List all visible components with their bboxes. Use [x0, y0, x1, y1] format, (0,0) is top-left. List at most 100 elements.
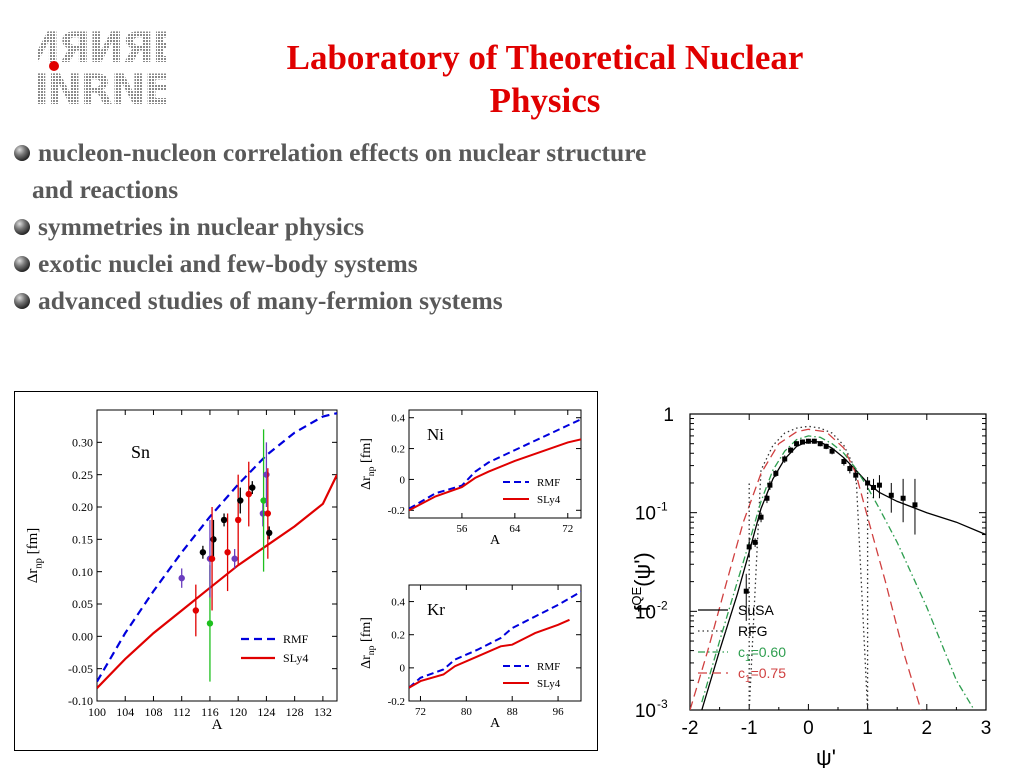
y-tick-label: 0.10: [72, 565, 93, 579]
data-point: [853, 472, 859, 478]
data-point: [823, 443, 829, 449]
legend-label: SLy4: [537, 494, 561, 506]
bullet-sphere-icon: [14, 256, 30, 272]
plot-frame: [408, 584, 582, 702]
bullet-sphere-icon: [14, 145, 30, 161]
axis-label-y: Δrnp [fm]: [25, 528, 45, 584]
plot-frame: [408, 409, 582, 519]
page-title: Laboratory of Theoretical Nuclear Physic…: [170, 36, 920, 122]
x-tick-label: 100: [88, 705, 106, 719]
data-point: [746, 544, 752, 550]
y-tick-label: 0.00: [72, 630, 93, 644]
title-line-2: Physics: [489, 81, 601, 120]
legend-label: RFG: [738, 623, 768, 639]
x-tick-label: 56: [456, 523, 468, 535]
data-point: [782, 456, 788, 462]
topic-list: nucleon-nucleon correlation effects on n…: [14, 134, 894, 319]
y-tick-label: 10: [635, 504, 656, 525]
series-line-sly4: [97, 474, 337, 689]
data-point: [799, 439, 805, 445]
x-tick-label: 72: [415, 706, 426, 718]
legend-label: RMF: [537, 661, 560, 673]
y-tick-label: 1: [663, 405, 674, 426]
inrne-logo-graphic: ИЯИЯЕ INRNE: [25, 23, 181, 114]
y-tick-label: 0.30: [72, 436, 93, 450]
neutron-skin-figure: 100 104 108 112 116 120 124 128 132 -0.10 -0.05 0.0…: [14, 391, 598, 751]
data-point: [249, 484, 256, 491]
panel-label: Kr: [427, 600, 445, 619]
data-point: [263, 471, 270, 478]
list-item-text-continued: and reactions: [32, 175, 179, 204]
x-tick-label: 128: [286, 705, 304, 719]
y-tick-label: 0: [400, 474, 406, 486]
data-point: [876, 482, 882, 488]
data-point: [210, 536, 217, 543]
data-point: [224, 549, 231, 556]
y-tick-exponent: -1: [657, 500, 668, 514]
x-tick-label: -2: [682, 718, 699, 739]
data-point: [865, 480, 871, 486]
legend-label: SuSA: [738, 602, 774, 618]
axis-label-y: fQE(ψ'): [629, 552, 655, 611]
y-tick-label: 10: [635, 701, 656, 722]
series-line-rmf: [409, 590, 581, 689]
data-point: [245, 490, 252, 498]
x-tick-label: 0: [803, 718, 814, 739]
data-point: [206, 620, 214, 627]
data-point: [871, 484, 877, 490]
list-item: exotic nuclei and few-body systems: [14, 245, 894, 282]
x-tick-label: 1: [862, 718, 873, 739]
series-line-sly4: [409, 438, 581, 512]
legend-label: SLy4: [537, 678, 561, 690]
x-tick-label: 112: [173, 705, 191, 719]
x-tick-label: 80: [461, 706, 473, 718]
data-point: [811, 438, 817, 444]
neutron-skin-chart: 100 104 108 112 116 120 124 128 132 -0.10 -0.05 0.0…: [25, 409, 582, 733]
y-tick-label: -0.10: [68, 694, 93, 708]
data-point: [912, 502, 918, 508]
list-item-text: symmetries in nuclear physics: [38, 212, 365, 241]
legend-label: c1=0.60: [738, 644, 786, 664]
data-point: [264, 510, 272, 517]
x-tick-label: 72: [562, 523, 573, 535]
x-tick-label: 124: [257, 705, 275, 719]
data-point: [767, 482, 773, 488]
y-tick-label: 0.2: [391, 443, 405, 455]
data-point: [773, 470, 779, 476]
data-point: [192, 607, 200, 614]
data-point: [266, 529, 273, 537]
data-point: [231, 555, 238, 562]
legend-label: RMF: [537, 477, 560, 489]
x-tick-label: 104: [116, 705, 134, 719]
axis-label-y: Δrnp [fm]: [359, 438, 377, 490]
axis-label-x: A: [212, 717, 223, 733]
bullet-sphere-icon: [14, 293, 30, 309]
series-line: [748, 425, 869, 710]
x-tick-label: 120: [229, 705, 247, 719]
plot-frame: [689, 413, 987, 711]
list-item-text: exotic nuclei and few-body systems: [38, 249, 418, 278]
data-point: [788, 447, 794, 453]
data-point: [847, 466, 853, 472]
data-point: [743, 588, 749, 594]
data-point: [764, 495, 770, 501]
legend-label: c1=0.75: [738, 665, 786, 685]
data-point: [220, 516, 228, 524]
data-point: [259, 510, 267, 517]
series-line: [690, 428, 922, 710]
list-item: symmetries in nuclear physics: [14, 208, 894, 245]
list-item-text: nucleon-nucleon correlation effects on n…: [38, 138, 647, 167]
y-tick-label: 10: [635, 602, 656, 623]
x-tick-label: 3: [981, 718, 992, 739]
legend-label: RMF: [283, 632, 309, 646]
y-tick-label: 0.15: [72, 533, 93, 547]
data-point: [199, 549, 207, 556]
data-point: [888, 492, 894, 498]
inrne-logo: ИЯИЯЕ INRNE: [25, 22, 181, 114]
data-point: [758, 514, 764, 520]
series-line-sly4: [409, 618, 570, 689]
series-line-rmf: [97, 412, 337, 683]
axis-label-x: A: [490, 716, 501, 731]
legend-label: SLy4: [283, 651, 308, 665]
x-tick-label: 64: [509, 523, 521, 535]
